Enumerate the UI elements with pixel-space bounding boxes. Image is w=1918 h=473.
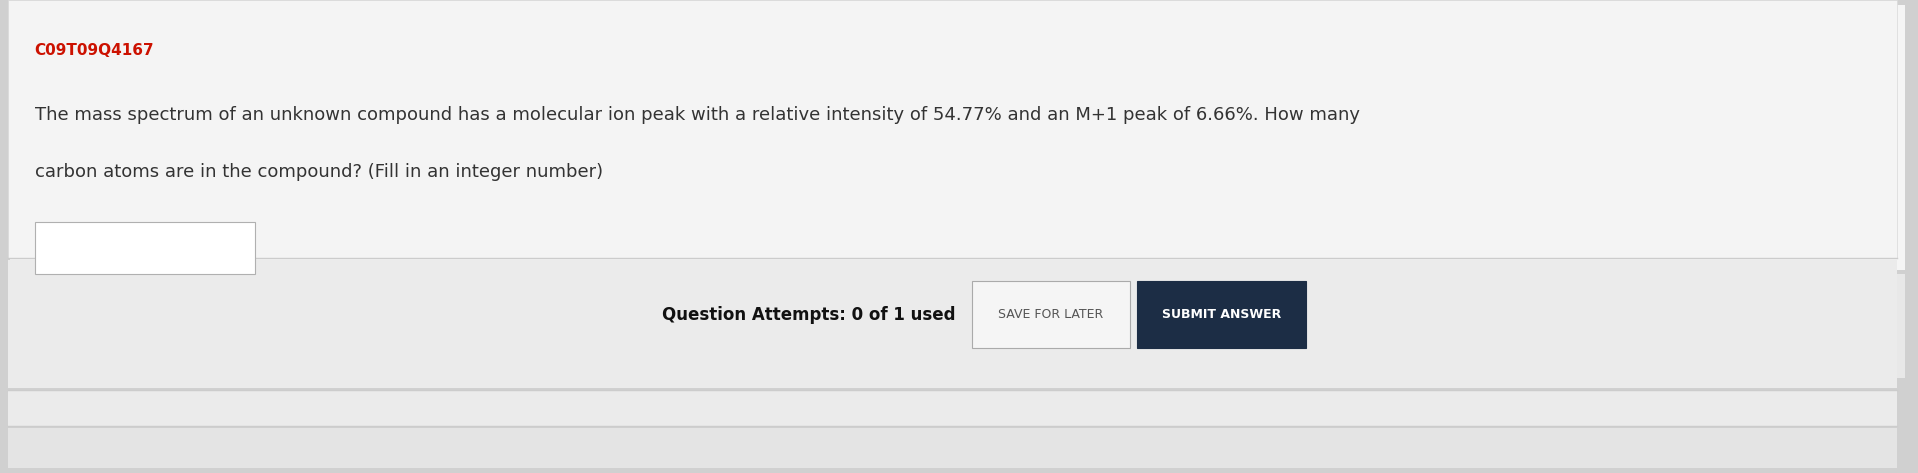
FancyBboxPatch shape xyxy=(8,260,1897,388)
FancyBboxPatch shape xyxy=(35,222,255,274)
FancyBboxPatch shape xyxy=(1137,281,1306,348)
Text: SAVE FOR LATER: SAVE FOR LATER xyxy=(999,308,1103,321)
Text: C09T09Q4167: C09T09Q4167 xyxy=(35,43,153,58)
FancyBboxPatch shape xyxy=(8,390,1897,426)
FancyBboxPatch shape xyxy=(8,428,1897,468)
FancyBboxPatch shape xyxy=(10,274,1905,378)
Text: The mass spectrum of an unknown compound has a molecular ion peak with a relativ: The mass spectrum of an unknown compound… xyxy=(35,106,1360,124)
Text: Question Attempts: 0 of 1 used: Question Attempts: 0 of 1 used xyxy=(662,306,955,324)
Text: carbon atoms are in the compound? (Fill in an integer number): carbon atoms are in the compound? (Fill … xyxy=(35,163,602,181)
FancyBboxPatch shape xyxy=(10,5,1905,270)
FancyBboxPatch shape xyxy=(8,0,1897,258)
FancyBboxPatch shape xyxy=(972,281,1130,348)
Text: SUBMIT ANSWER: SUBMIT ANSWER xyxy=(1162,308,1281,321)
